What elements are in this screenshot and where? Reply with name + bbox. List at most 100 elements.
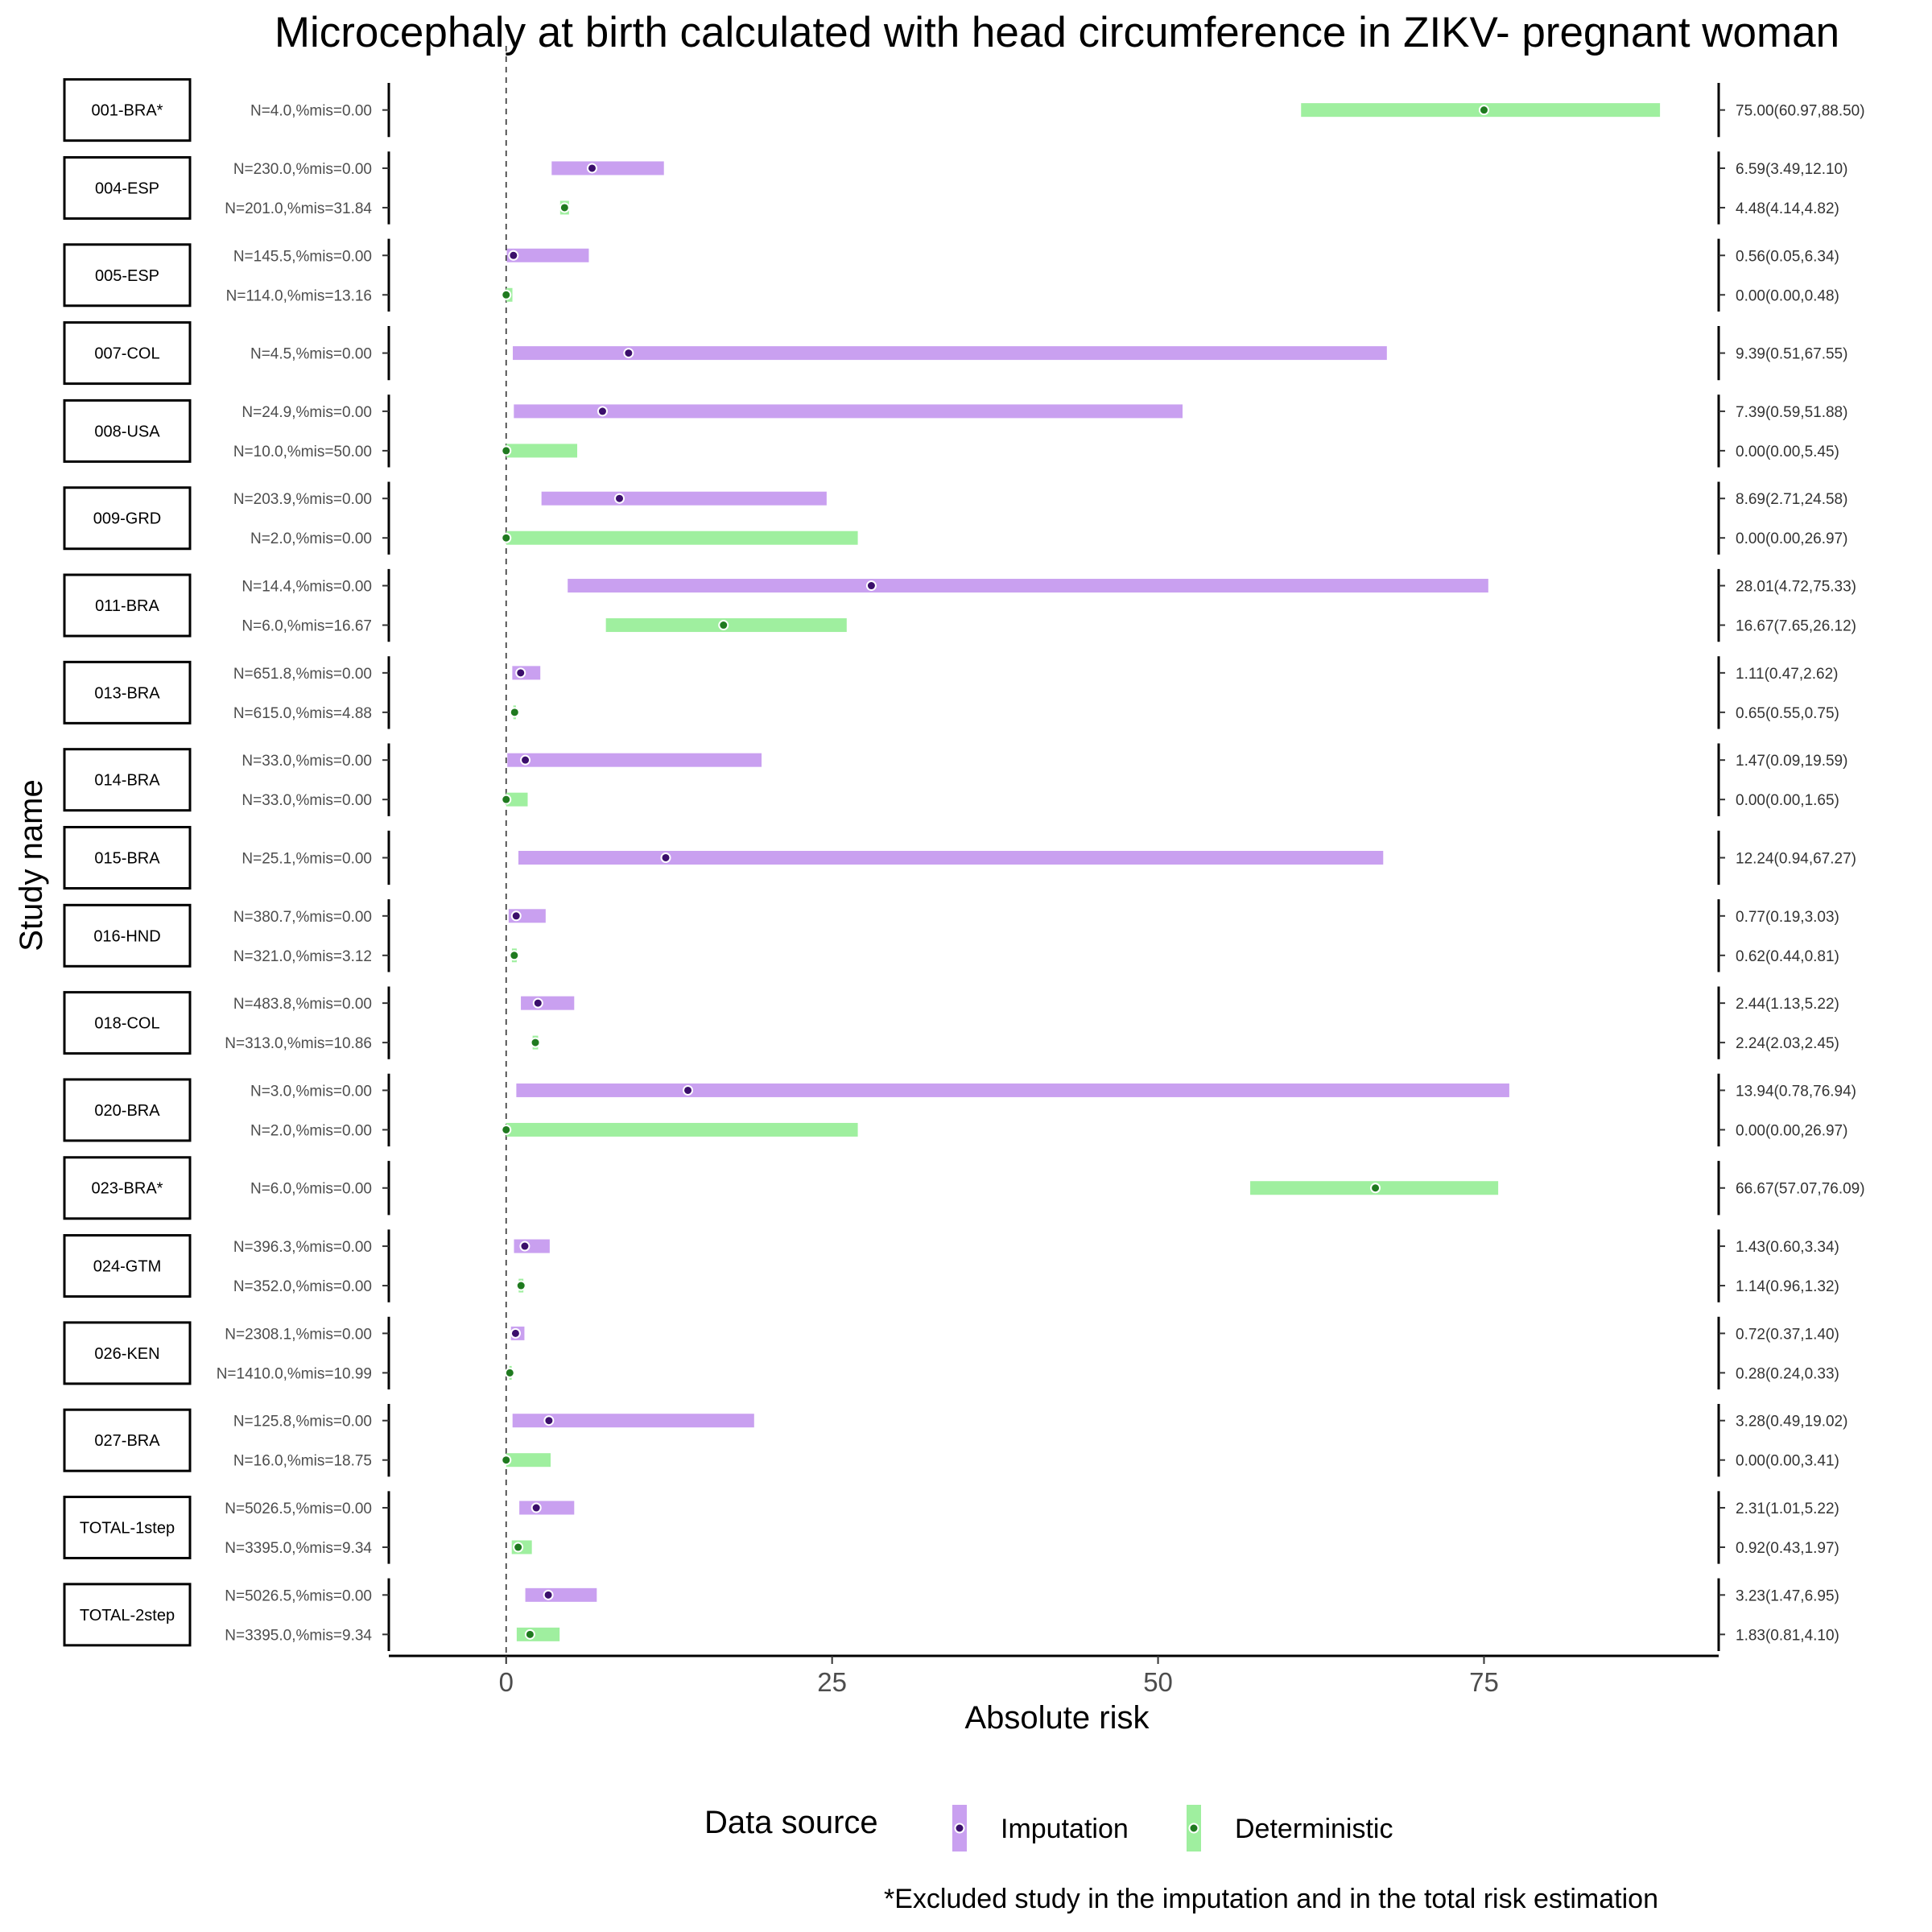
n-label: N=203.9,%mis=0.00 bbox=[233, 491, 372, 508]
legend-key-dot bbox=[1188, 1823, 1199, 1834]
n-label: N=352.0,%mis=0.00 bbox=[233, 1278, 372, 1295]
chart-title: Microcephaly at birth calculated with he… bbox=[275, 9, 1839, 56]
estimate-label: 2.31(1.01,5.22) bbox=[1736, 1501, 1839, 1517]
n-label: N=114.0,%mis=13.16 bbox=[226, 287, 372, 304]
point-estimate bbox=[530, 1037, 541, 1048]
point-estimate bbox=[543, 1415, 555, 1426]
estimate-label: 1.83(0.81,4.10) bbox=[1736, 1627, 1839, 1644]
study-name: 004-ESP bbox=[95, 180, 159, 197]
study-box bbox=[63, 573, 192, 638]
ci-bar-imputation bbox=[507, 753, 762, 767]
estimate-label: 0.00(0.00,3.41) bbox=[1736, 1453, 1839, 1470]
study-box bbox=[63, 243, 192, 308]
n-label: N=16.0,%mis=18.75 bbox=[233, 1453, 372, 1470]
ci-bar-imputation bbox=[512, 1414, 754, 1428]
study-name: 005-ESP bbox=[95, 267, 159, 285]
legend: Data source Imputation Deterministic bbox=[704, 1805, 1393, 1852]
point-estimate bbox=[501, 532, 512, 543]
estimate-label: 0.00(0.00,5.45) bbox=[1736, 444, 1839, 460]
study-name: TOTAL-2step bbox=[80, 1607, 175, 1624]
n-label: N=2.0,%mis=0.00 bbox=[250, 1122, 372, 1139]
point-estimate bbox=[683, 1084, 694, 1096]
n-label: N=321.0,%mis=3.12 bbox=[233, 948, 372, 965]
point-estimate bbox=[597, 406, 608, 417]
study-name: TOTAL-1step bbox=[80, 1520, 175, 1538]
point-estimate bbox=[614, 493, 625, 504]
study-box bbox=[63, 1078, 192, 1142]
legend-label: Imputation bbox=[1001, 1814, 1129, 1844]
n-label: N=3.0,%mis=0.00 bbox=[250, 1083, 372, 1100]
point-estimate bbox=[1478, 105, 1489, 116]
ci-bar-imputation bbox=[519, 1501, 575, 1515]
estimate-label: 2.44(1.13,5.22) bbox=[1736, 996, 1839, 1013]
estimate-label: 0.72(0.37,1.40) bbox=[1736, 1326, 1839, 1343]
point-estimate bbox=[623, 348, 634, 359]
n-label: N=396.3,%mis=0.00 bbox=[233, 1239, 372, 1256]
estimate-label: 0.56(0.05,6.34) bbox=[1736, 248, 1839, 265]
study-name: 023-BRA* bbox=[92, 1180, 163, 1198]
ci-bar-imputation bbox=[518, 850, 1384, 865]
x-tick-label: 50 bbox=[1143, 1667, 1173, 1697]
point-estimate bbox=[532, 997, 543, 1009]
point-estimate bbox=[501, 1455, 512, 1466]
n-label: N=3395.0,%mis=9.34 bbox=[225, 1540, 372, 1557]
study-name: 001-BRA* bbox=[92, 102, 163, 120]
point-estimate bbox=[509, 707, 520, 718]
study-name: 014-BRA bbox=[94, 772, 160, 790]
estimate-label: 6.59(3.49,12.10) bbox=[1736, 161, 1847, 178]
n-label: N=25.1,%mis=0.00 bbox=[242, 850, 372, 867]
n-label: N=5026.5,%mis=0.00 bbox=[225, 1501, 372, 1517]
legend-key-dot bbox=[954, 1823, 965, 1834]
study-box bbox=[63, 748, 192, 812]
point-estimate bbox=[509, 950, 520, 961]
study-box bbox=[63, 1583, 192, 1647]
ci-bar-deterministic bbox=[516, 1627, 560, 1641]
point-estimate bbox=[515, 667, 526, 679]
estimate-label: 12.24(0.94,67.27) bbox=[1736, 850, 1856, 867]
estimate-label: 0.92(0.43,1.97) bbox=[1736, 1540, 1839, 1557]
n-label: N=145.5,%mis=0.00 bbox=[233, 248, 372, 265]
study-name: 009-GRD bbox=[93, 510, 161, 528]
point-estimate bbox=[586, 163, 597, 174]
ci-bar-imputation bbox=[513, 346, 1387, 361]
study-box bbox=[63, 660, 192, 724]
estimate-label: 0.62(0.44,0.81) bbox=[1736, 948, 1839, 965]
study-box bbox=[63, 825, 192, 890]
estimate-label: 13.94(0.78,76.94) bbox=[1736, 1083, 1856, 1100]
point-estimate bbox=[1370, 1183, 1381, 1194]
study-name: 008-USA bbox=[94, 423, 160, 440]
point-estimate bbox=[559, 202, 570, 213]
ci-bar-imputation bbox=[514, 1239, 550, 1253]
x-tick-label: 25 bbox=[817, 1667, 847, 1697]
estimate-label: 0.00(0.00,26.97) bbox=[1736, 530, 1847, 547]
study-name: 013-BRA bbox=[94, 684, 160, 702]
study-name: 018-COL bbox=[94, 1015, 159, 1033]
estimate-label: 9.39(0.51,67.55) bbox=[1736, 346, 1847, 363]
n-label: N=201.0,%mis=31.84 bbox=[225, 200, 372, 217]
ci-bar-imputation bbox=[525, 1587, 597, 1602]
n-label: N=230.0,%mis=0.00 bbox=[233, 161, 372, 178]
estimate-label: 1.14(0.96,1.32) bbox=[1736, 1278, 1839, 1295]
point-estimate bbox=[513, 1542, 524, 1553]
study-name: 011-BRA bbox=[95, 597, 159, 615]
ci-bar-imputation bbox=[514, 404, 1183, 419]
point-estimate bbox=[501, 794, 512, 805]
point-estimate bbox=[504, 1367, 515, 1378]
point-estimate bbox=[718, 620, 729, 631]
n-label: N=615.0,%mis=4.88 bbox=[233, 705, 372, 722]
estimate-label: 1.11(0.47,2.62) bbox=[1736, 666, 1838, 683]
n-label: N=33.0,%mis=0.00 bbox=[242, 753, 372, 770]
estimate-label: 75.00(60.97,88.50) bbox=[1736, 103, 1865, 120]
legend-label: Deterministic bbox=[1235, 1814, 1393, 1844]
n-label: N=6.0,%mis=16.67 bbox=[242, 618, 372, 635]
n-label: N=10.0,%mis=50.00 bbox=[233, 444, 372, 460]
estimate-label: 1.43(0.60,3.34) bbox=[1736, 1239, 1839, 1256]
point-estimate bbox=[530, 1502, 542, 1513]
n-label: N=2308.1,%mis=0.00 bbox=[225, 1326, 372, 1343]
y-axis-label: Study name bbox=[14, 779, 49, 951]
estimate-label: 0.00(0.00,0.48) bbox=[1736, 287, 1839, 304]
point-estimate bbox=[510, 910, 522, 922]
study-name: 007-COL bbox=[94, 345, 159, 363]
study-box bbox=[63, 1156, 192, 1220]
